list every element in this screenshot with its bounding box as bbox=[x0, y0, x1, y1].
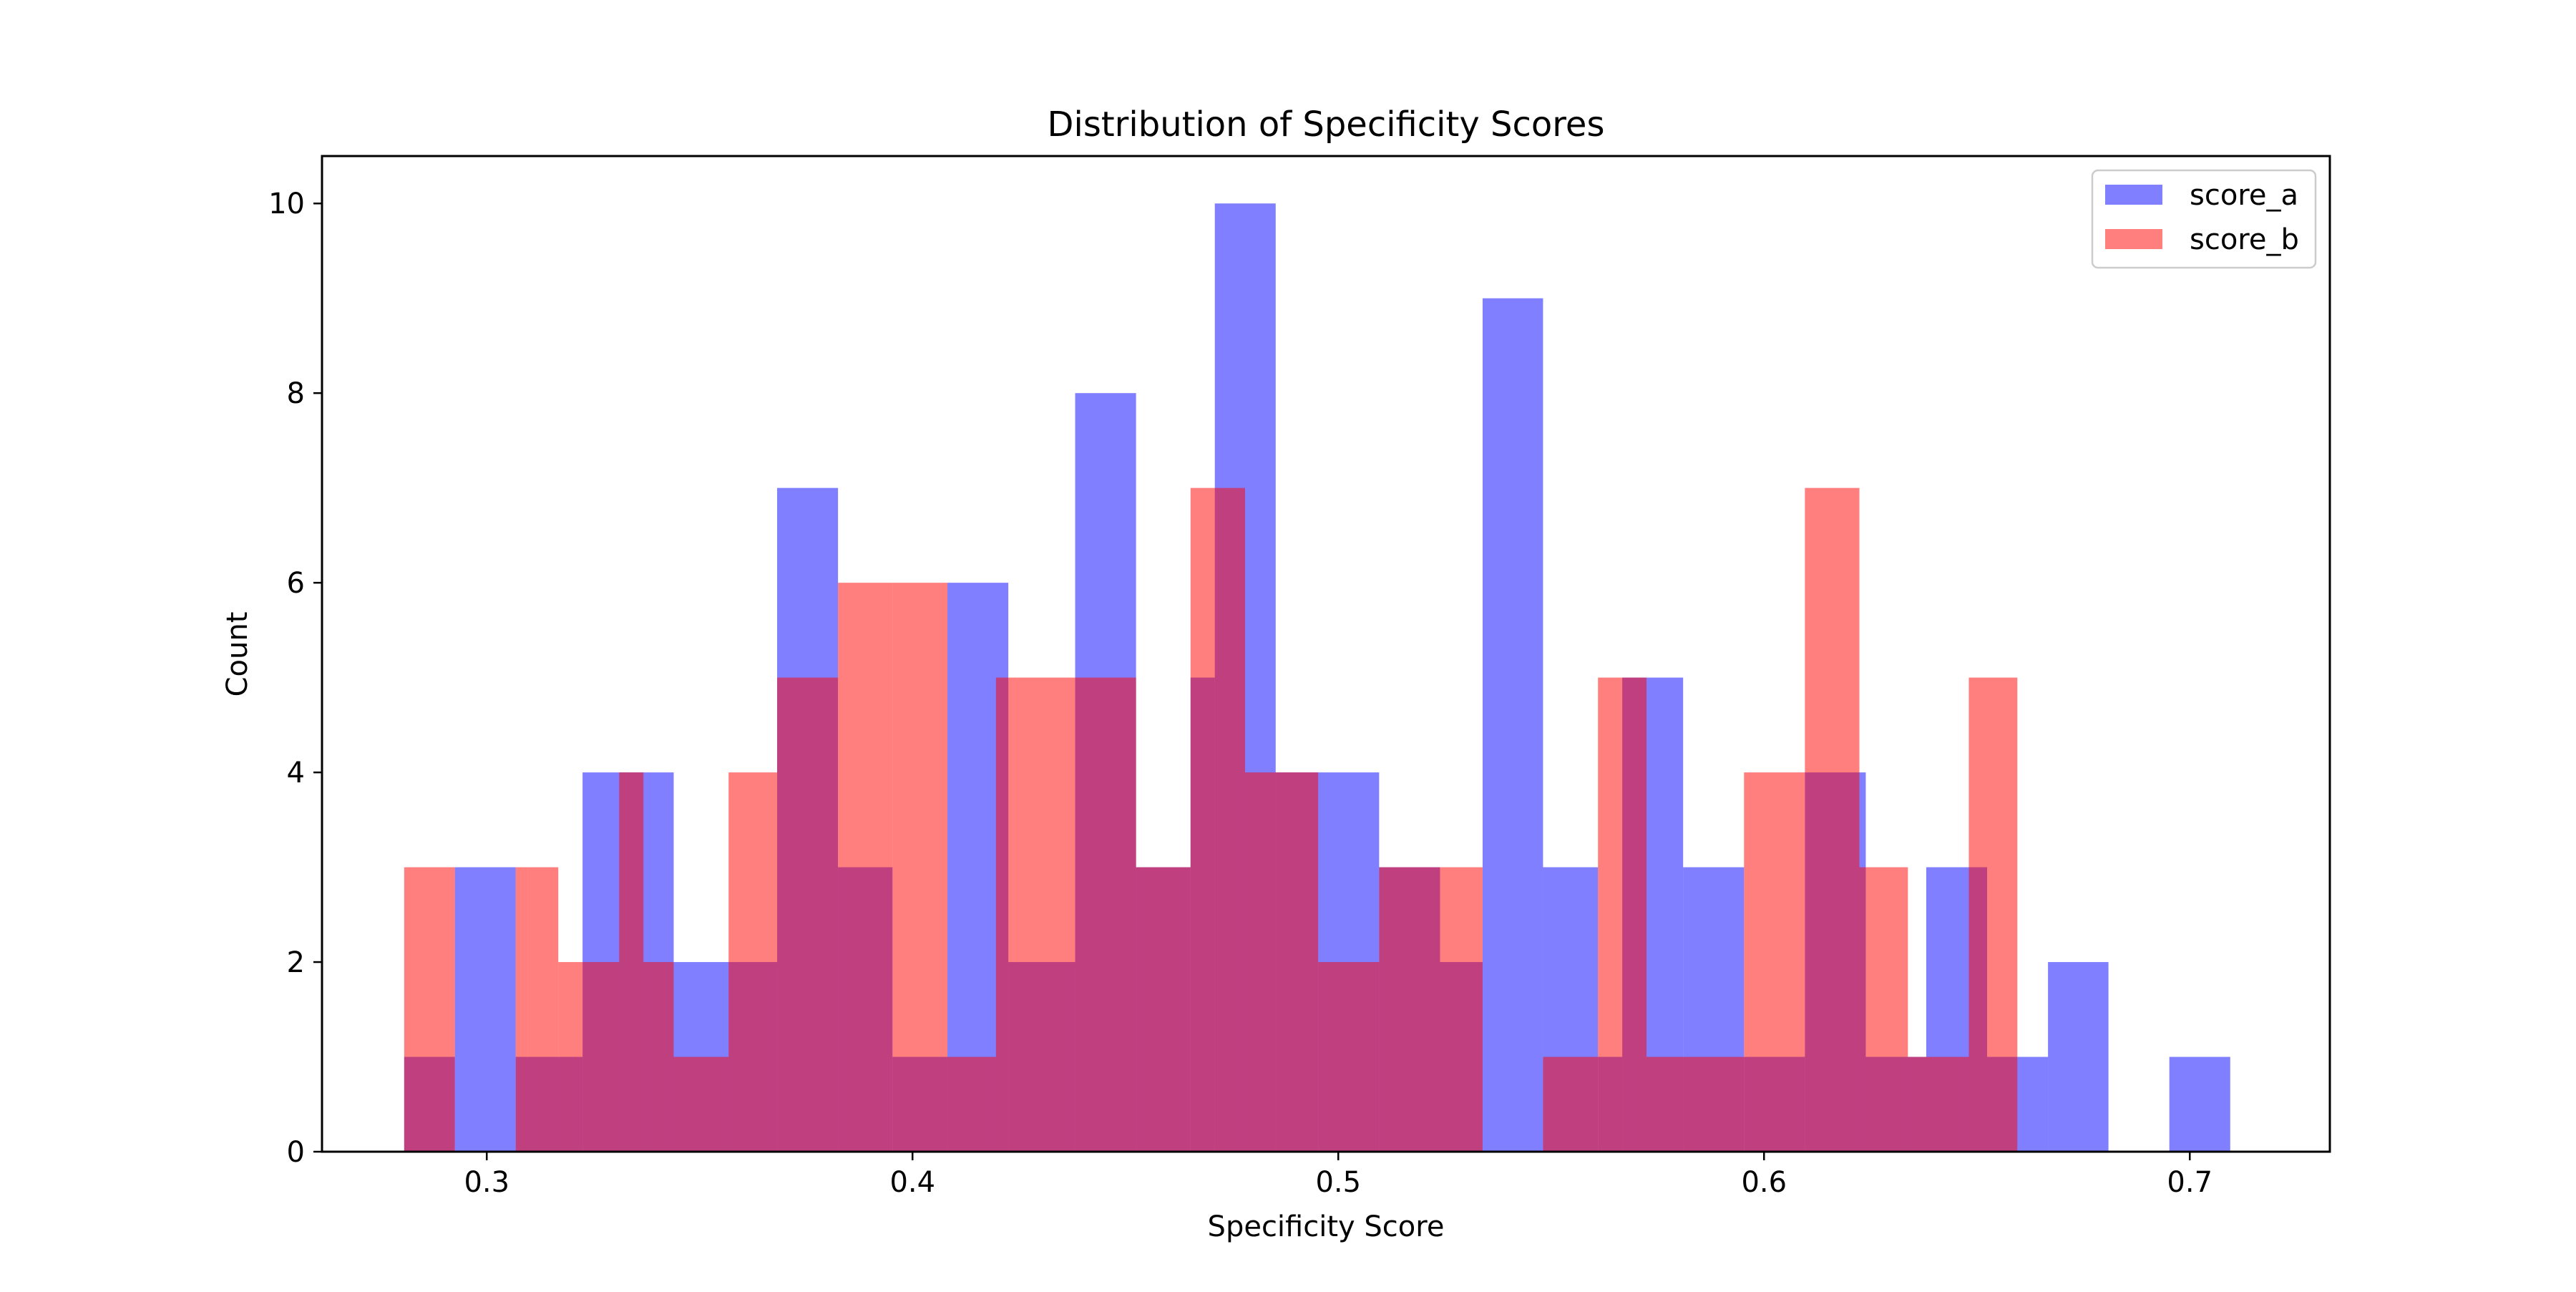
bar-score_b-9 bbox=[777, 677, 839, 1152]
x-axis-label: Specificity Score bbox=[1208, 1210, 1445, 1243]
bars-layer bbox=[404, 203, 2230, 1152]
bar-score_b-4 bbox=[582, 962, 620, 1152]
legend-label-score_b: score_b bbox=[2190, 223, 2299, 256]
bar-score_b-13 bbox=[995, 677, 1015, 1152]
bar-score_a-1 bbox=[454, 867, 516, 1152]
chart-title: Distribution of Specificity Scores bbox=[1048, 105, 1605, 145]
bar-score_b-0 bbox=[404, 867, 455, 1152]
legend: score_a score_b bbox=[2091, 169, 2317, 269]
bar-score_b-3 bbox=[558, 962, 583, 1152]
y-tick-label: 10 bbox=[268, 188, 305, 220]
bar-score_b-29 bbox=[1859, 867, 1908, 1152]
x-tick-label: 0.4 bbox=[889, 1166, 935, 1199]
bar-score_b-2 bbox=[527, 867, 559, 1152]
bar-score_b-24 bbox=[1598, 677, 1629, 1152]
bar-score_b-12 bbox=[947, 1057, 996, 1152]
bar-score_b-8 bbox=[728, 772, 778, 1152]
bar-score_a-31 bbox=[2169, 1057, 2230, 1152]
bar-score_b-27 bbox=[1744, 772, 1805, 1152]
bar-score_b-10 bbox=[838, 583, 893, 1152]
legend-label-score_a: score_a bbox=[2190, 179, 2298, 212]
bar-score_b-6 bbox=[643, 962, 674, 1152]
bar-score_b-28 bbox=[1805, 487, 1860, 1152]
y-tick-label: 8 bbox=[287, 377, 305, 410]
bar-score_b-5 bbox=[619, 772, 644, 1152]
bar-score_b-17 bbox=[1190, 487, 1245, 1152]
bar-score_b-14 bbox=[1014, 677, 1075, 1152]
bar-score_b-16 bbox=[1136, 867, 1191, 1152]
bar-score_b-26 bbox=[1646, 1057, 1745, 1152]
bar-score_b-31 bbox=[1968, 677, 2018, 1152]
bar-score_b-1 bbox=[515, 867, 528, 1152]
bar-score_b-15 bbox=[1075, 677, 1136, 1152]
y-tick-label: 6 bbox=[287, 567, 305, 600]
bar-score_b-11 bbox=[892, 583, 948, 1152]
bar-score_b-18 bbox=[1244, 772, 1319, 1152]
y-axis-label: Count bbox=[221, 612, 254, 697]
bar-score_b-20 bbox=[1379, 867, 1440, 1152]
x-tick-label: 0.3 bbox=[464, 1166, 509, 1199]
bar-score_b-21 bbox=[1440, 867, 1483, 1152]
legend-swatch-score_a bbox=[2105, 185, 2162, 205]
x-tick-label: 0.7 bbox=[2167, 1166, 2212, 1199]
bar-score_b-23 bbox=[1543, 1057, 1599, 1152]
y-tick-label: 4 bbox=[287, 757, 305, 790]
bar-score_b-7 bbox=[673, 1057, 729, 1152]
bar-score_b-19 bbox=[1318, 962, 1380, 1152]
y-tick-label: 2 bbox=[287, 946, 305, 979]
axes-layer: 0.3 0.4 0.5 0.6 0.7 0 2 4 6 8 10 bbox=[268, 155, 2331, 1199]
legend-swatch-score_b bbox=[2105, 229, 2162, 249]
bar-score_a-30 bbox=[2048, 962, 2109, 1152]
bar-score_a-20 bbox=[1482, 298, 1543, 1152]
plot-frame bbox=[321, 155, 2331, 1153]
x-tick-label: 0.6 bbox=[1741, 1166, 1787, 1199]
bar-score_b-30 bbox=[1908, 1057, 1969, 1152]
bar-score_b-25 bbox=[1628, 677, 1647, 1152]
x-tick-label: 0.5 bbox=[1315, 1166, 1361, 1199]
y-tick-label: 0 bbox=[287, 1136, 305, 1169]
